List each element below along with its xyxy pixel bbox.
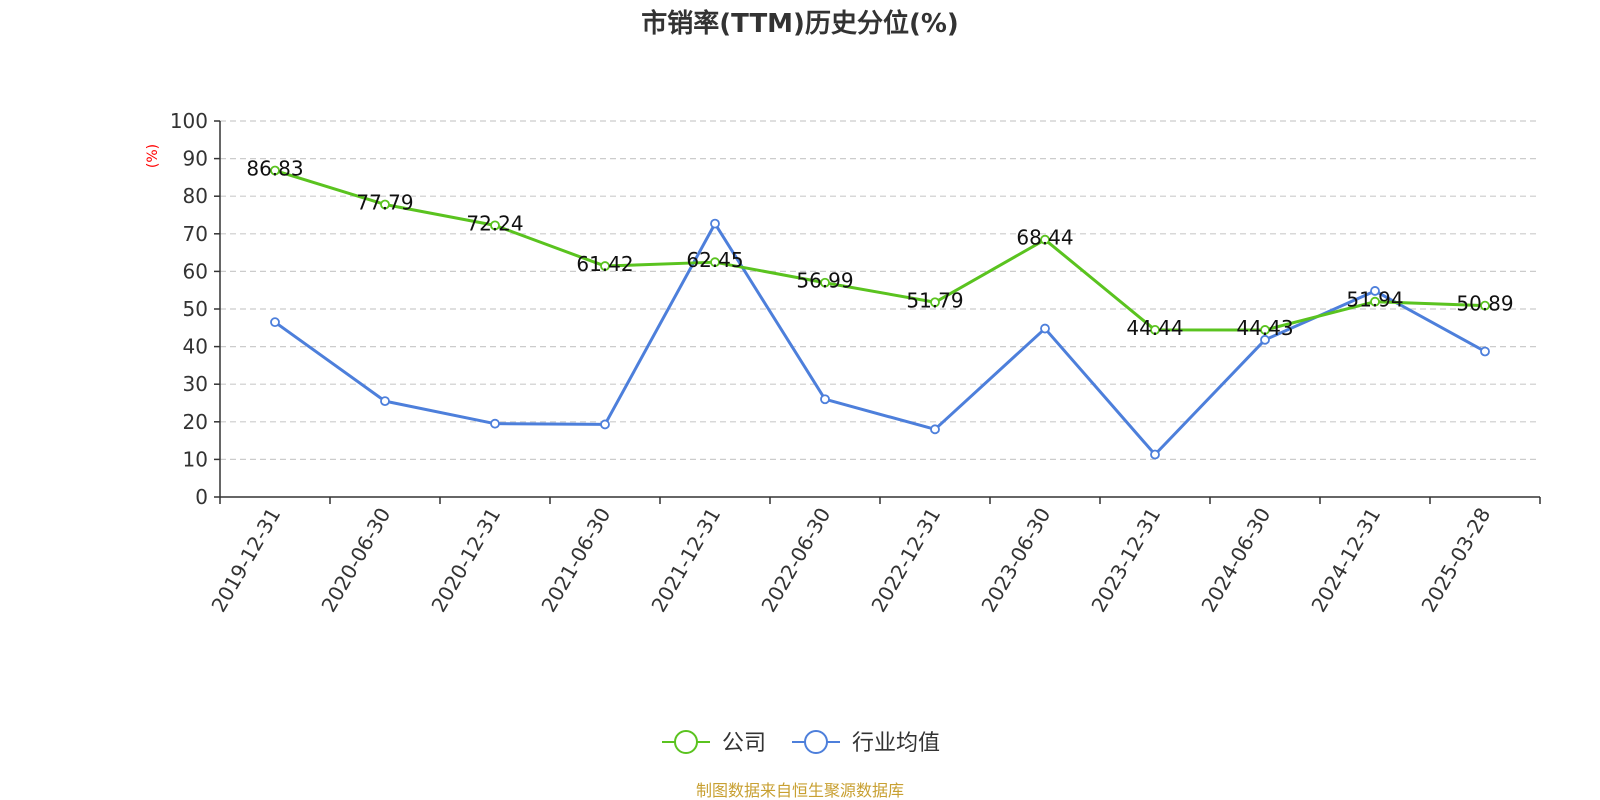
legend-item-company[interactable]: 公司 [662,730,766,756]
x-tick-label: 2020-12-31 [426,504,505,617]
y-tick-label: 30 [183,372,208,396]
data-label: 56.99 [796,269,853,293]
y-tick-label: 20 [183,410,208,434]
data-point[interactable] [1370,286,1380,296]
x-tick-label: 2019-12-31 [206,504,285,617]
data-label: 77.79 [356,191,413,215]
data-point[interactable] [600,419,610,430]
legend-item-industry-average[interactable]: 行业均值 [792,730,940,756]
x-tick-label: 2025-03-28 [1416,504,1495,617]
legend-marker [674,730,698,754]
data-point[interactable] [1480,346,1490,357]
footer-source: 制图数据来自恒生聚源数据库 [696,781,904,800]
legend-marker [804,730,828,754]
y-tick-label: 50 [183,297,208,321]
data-point[interactable] [270,317,280,328]
y-tick-label: 0 [195,485,208,509]
data-label: 44.43 [1236,316,1293,340]
data-label: 68.44 [1016,226,1073,250]
x-tick-label: 2020-06-30 [316,504,395,617]
y-tick-label: 90 [183,147,208,171]
data-label: 72.24 [466,211,523,235]
data-label: 50.89 [1456,292,1513,316]
series-industry-average [270,218,1490,460]
x-tick-label: 2021-12-31 [646,504,725,617]
x-tick-label: 2024-12-31 [1306,504,1385,617]
x-tick-label: 2023-12-31 [1086,504,1165,617]
data-point[interactable] [710,218,720,229]
data-label: 86.83 [246,157,303,181]
data-point[interactable] [1150,325,1160,335]
legend-label: 公司 [722,731,766,756]
y-tick-label: 10 [183,447,208,471]
data-point[interactable] [380,199,390,210]
data-point[interactable] [1260,325,1270,335]
data-point[interactable] [1040,234,1050,245]
data-point[interactable] [380,396,390,407]
data-point[interactable] [710,257,720,268]
x-tick-label: 2023-06-30 [976,504,1055,617]
data-label: 61.42 [576,252,633,276]
y-tick-label: 100 [170,109,208,133]
data-point[interactable] [930,297,940,308]
data-point[interactable] [1480,300,1490,311]
data-point[interactable] [490,220,500,231]
series-line [273,169,1487,332]
data-point[interactable] [1040,323,1050,334]
data-point[interactable] [600,261,610,271]
data-label: 44.44 [1126,316,1183,340]
y-tick-label: 60 [183,259,208,283]
legend-label: 行业均值 [852,731,940,756]
data-point[interactable] [1370,296,1380,307]
x-tick-label: 2022-06-30 [756,504,835,617]
y-tick-label: 70 [183,222,208,246]
series-layer [270,165,1490,460]
data-label: 62.45 [686,248,743,272]
data-point[interactable] [820,277,830,288]
data-point[interactable] [1150,449,1160,460]
y-tick-label: 40 [183,335,208,359]
x-tick-label: 2021-06-30 [536,504,615,617]
data-label: 51.79 [906,288,963,312]
chart-title: 市销率(TTM)历史分位(%) [641,8,959,39]
data-point[interactable] [930,424,940,435]
data-label: 51.94 [1346,288,1403,312]
data-point[interactable] [490,418,500,429]
data-point[interactable] [820,394,830,405]
y-axis-label: (%) [145,144,161,168]
data-labels: 86.83 77.79 72.24 61.42 62.45 56.99 51.79 68.44… [246,157,1513,340]
x-tick-label: 2022-12-31 [866,504,945,617]
series-company [270,165,1490,335]
y-axis-ticks: 0 10 20 30 40 50 60 70 80 90 100 [170,109,220,509]
x-axis-ticks: 2019-12-31 2020-06-30 2020-12-31 2021-06-30… [206,497,1541,617]
data-point[interactable] [270,165,280,176]
grid-lines [220,120,1540,460]
y-tick-label: 80 [183,184,208,208]
x-tick-label: 2024-06-30 [1196,504,1275,617]
series-line [273,222,1487,457]
legend[interactable]: 公司 行业均值 [662,730,940,756]
data-point[interactable] [1260,334,1270,345]
